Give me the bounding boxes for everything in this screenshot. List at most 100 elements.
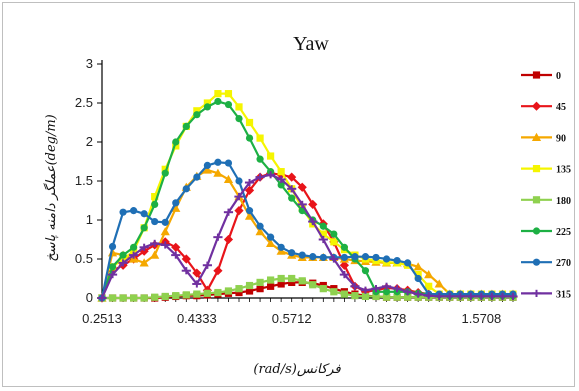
series-line — [100, 173, 513, 299]
legend-label: 135 — [556, 165, 571, 176]
data-point — [244, 211, 255, 220]
data-point — [371, 285, 381, 293]
data-point — [330, 238, 338, 246]
legend-item-45: 45 — [521, 101, 566, 113]
legend-label: 315 — [556, 289, 571, 300]
data-point — [245, 281, 254, 290]
legend-label: 270 — [556, 258, 571, 269]
data-point — [392, 285, 402, 293]
data-point — [508, 292, 518, 301]
data-point — [372, 253, 380, 262]
data-point — [245, 207, 254, 215]
data-point — [203, 161, 211, 169]
data-point — [202, 261, 212, 269]
data-point — [298, 251, 306, 259]
data-point — [245, 287, 254, 295]
data-point — [424, 292, 434, 300]
x-tick-label: 0.2513 — [82, 311, 122, 326]
data-point — [404, 259, 412, 267]
data-point — [214, 90, 222, 98]
data-point — [288, 194, 296, 202]
data-point — [182, 185, 190, 193]
data-point — [297, 182, 307, 192]
data-point — [361, 267, 370, 275]
data-point — [140, 210, 148, 218]
chart-title: Yaw — [293, 33, 329, 55]
data-point — [319, 230, 327, 238]
data-point — [213, 168, 223, 177]
data-point — [107, 271, 118, 279]
data-point — [108, 242, 117, 251]
data-point — [287, 172, 297, 182]
data-point — [213, 266, 223, 276]
data-point — [350, 282, 360, 290]
data-point — [130, 247, 138, 255]
data-point — [277, 274, 285, 283]
data-point — [532, 71, 541, 79]
data-point — [308, 199, 318, 209]
legend-label: 0 — [556, 71, 561, 82]
y-tick-label: 1.5 — [75, 173, 93, 188]
data-point — [532, 258, 541, 266]
data-point — [245, 134, 254, 142]
data-point — [192, 280, 202, 288]
data-point — [351, 292, 359, 300]
data-point — [119, 255, 127, 263]
legend-item-135: 135 — [521, 165, 571, 176]
data-point — [256, 134, 264, 142]
data-point — [414, 271, 422, 279]
data-point — [360, 286, 371, 294]
data-point — [234, 206, 244, 216]
data-point — [235, 103, 243, 111]
series-line — [100, 100, 513, 299]
data-point — [140, 294, 148, 302]
data-point — [235, 285, 243, 293]
data-point — [425, 282, 433, 290]
legend-label: 225 — [556, 227, 571, 238]
data-point — [256, 155, 264, 163]
data-point — [139, 243, 149, 251]
data-point — [298, 277, 306, 285]
data-point — [108, 263, 117, 271]
x-tick-label: 1.5708 — [462, 311, 502, 326]
series-layer — [97, 90, 518, 303]
data-point — [309, 281, 317, 289]
data-point — [288, 274, 296, 283]
data-point — [434, 279, 444, 288]
data-point — [214, 288, 222, 297]
data-point — [151, 217, 159, 226]
data-point — [202, 165, 212, 174]
data-point — [244, 178, 255, 187]
data-point — [361, 292, 370, 301]
data-point — [267, 233, 275, 241]
data-point — [193, 290, 201, 298]
data-point — [235, 288, 243, 297]
data-point — [223, 208, 234, 216]
data-point — [277, 181, 285, 189]
legend-item-90: 90 — [521, 132, 566, 144]
data-point — [118, 259, 128, 267]
data-point — [224, 287, 233, 295]
data-point — [203, 289, 211, 297]
data-point — [531, 101, 542, 111]
data-point — [531, 289, 542, 297]
y-tick-label: 3 — [86, 56, 93, 71]
data-point — [413, 262, 423, 271]
data-point — [130, 243, 138, 251]
data-point — [532, 227, 541, 235]
series-line — [100, 169, 513, 299]
legend-label: 45 — [556, 102, 566, 113]
data-point — [140, 224, 148, 232]
x-tick-label: 0.4333 — [177, 311, 217, 326]
data-point — [277, 243, 285, 251]
data-point — [276, 175, 286, 184]
data-point — [340, 253, 348, 262]
y-tick-label: 1 — [86, 212, 93, 227]
chart-frame: 0 0.5 1 1.5 2 2.5 3 0.2513 0.4333 0.5712 0.8378 1.5… — [2, 2, 575, 387]
legend-label: 180 — [556, 196, 571, 207]
series-315 — [97, 171, 518, 302]
data-point — [277, 280, 285, 288]
series-270 — [98, 158, 517, 302]
data-point — [235, 115, 243, 123]
legend-item-0: 0 — [521, 71, 561, 82]
